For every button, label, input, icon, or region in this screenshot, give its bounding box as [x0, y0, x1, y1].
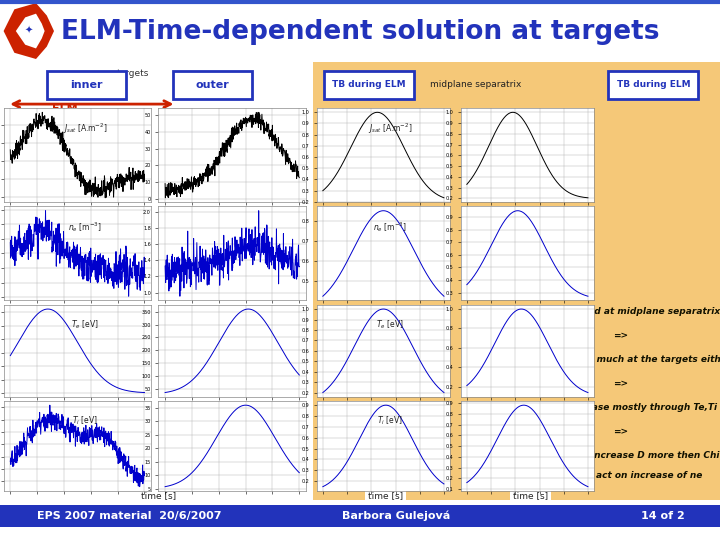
Text: TB during ELM: TB during ELM	[332, 80, 406, 89]
Text: Barbora Gulejová: Barbora Gulejová	[342, 511, 450, 521]
FancyBboxPatch shape	[608, 71, 698, 99]
Text: ✦: ✦	[24, 26, 33, 36]
Text: $T_i$ [eV]: $T_i$ [eV]	[72, 415, 98, 427]
Text: $T_e$ [eV]: $T_e$ [eV]	[71, 319, 99, 332]
Text: $T_i$ [eV]: $T_i$ [eV]	[377, 415, 403, 427]
Text: inner: inner	[70, 80, 103, 90]
Bar	[0, 505, 720, 527]
Text: $n_e$ [m$^{-3}$]: $n_e$ [m$^{-3}$]	[68, 220, 102, 234]
Text: 14 of 2: 14 of 2	[641, 511, 684, 521]
Polygon shape	[4, 3, 54, 59]
Text: can't change too much at the targets either: can't change too much at the targets eit…	[510, 355, 720, 364]
Text: time [s]: time [s]	[513, 491, 548, 500]
Text: time [s]: time [s]	[141, 491, 176, 500]
Bar	[313, 62, 720, 500]
Text: ELM: ELM	[52, 104, 78, 114]
Text: =>: =>	[613, 331, 628, 340]
Text: in order to act on increase of ne: in order to act on increase of ne	[539, 471, 702, 480]
Polygon shape	[16, 14, 45, 49]
Text: $n_e$ [m$^{-3}$]: $n_e$ [m$^{-3}$]	[373, 220, 407, 234]
Text: outer: outer	[196, 80, 229, 90]
FancyBboxPatch shape	[324, 71, 414, 99]
Text: ELM-Time-dependent solution at targets: ELM-Time-dependent solution at targets	[61, 19, 660, 45]
Text: =>: =>	[613, 427, 628, 436]
Text: Density is fixed at midplane separatrix: Density is fixed at midplane separatrix	[521, 307, 720, 316]
Text: midplane separatrix: midplane separatrix	[430, 80, 521, 89]
Text: $J_{sat}$ [A.m$^{-2}$]: $J_{sat}$ [A.m$^{-2}$]	[368, 122, 413, 136]
FancyBboxPatch shape	[173, 71, 252, 99]
Text: targets: targets	[117, 69, 149, 78]
FancyBboxPatch shape	[47, 71, 126, 99]
Text: Necessary to increase D more then Chi: Necessary to increase D more then Chi	[522, 451, 719, 460]
Text: $J_{sat}$ [A.m$^{-2}$]: $J_{sat}$ [A.m$^{-2}$]	[63, 122, 107, 136]
Text: EPS 2007 material  20/6/2007: EPS 2007 material 20/6/2007	[37, 511, 222, 521]
Text: $T_e$ [eV]: $T_e$ [eV]	[376, 319, 404, 332]
Text: =>: =>	[613, 379, 628, 388]
Text: TB during ELM: TB during ELM	[616, 80, 690, 89]
Text: Jsat can increase mostly through Te,Ti: Jsat can increase mostly through Te,Ti	[523, 403, 718, 412]
Text: time [s]: time [s]	[368, 491, 402, 500]
